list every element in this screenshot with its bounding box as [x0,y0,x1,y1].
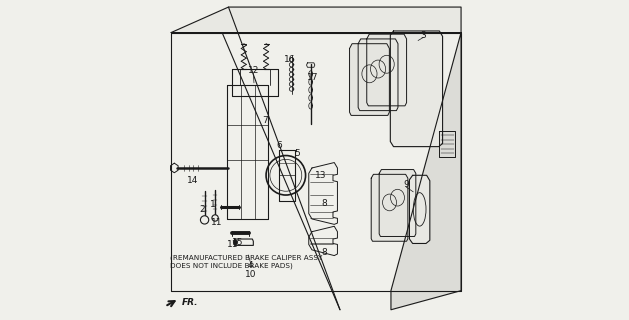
Text: 15: 15 [231,238,243,247]
Polygon shape [371,174,408,241]
Text: 13: 13 [314,171,326,180]
Polygon shape [171,33,461,291]
Text: 10: 10 [245,269,257,279]
Polygon shape [379,170,416,236]
Polygon shape [391,33,461,310]
Text: 6: 6 [276,141,282,150]
Text: 14: 14 [187,176,199,185]
Text: 11: 11 [226,240,238,249]
Polygon shape [350,44,389,116]
Text: DOES NOT INCLUDE BRAKE PADS): DOES NOT INCLUDE BRAKE PADS) [170,262,293,269]
Text: 9: 9 [403,180,409,189]
Polygon shape [440,131,455,157]
Polygon shape [391,31,443,147]
Text: 1: 1 [210,200,216,209]
Polygon shape [367,34,406,106]
Text: 3: 3 [421,31,426,40]
Text: 16: 16 [284,55,296,64]
Text: 12: 12 [248,66,259,75]
Polygon shape [171,7,461,33]
Polygon shape [358,39,398,111]
Circle shape [233,240,238,244]
Text: 4: 4 [248,261,253,270]
Circle shape [212,215,218,221]
Circle shape [201,216,209,224]
Text: 5: 5 [294,149,300,158]
Text: FR.: FR. [181,298,198,307]
Text: 11: 11 [211,218,223,227]
Text: 7: 7 [262,116,268,125]
Text: 8: 8 [322,198,328,207]
Text: 2: 2 [199,205,205,214]
Text: 17: 17 [306,73,318,82]
Text: 8: 8 [322,248,328,257]
Polygon shape [409,175,430,244]
Text: (REMANUFACTURED BRAKE CALIPER ASSY: (REMANUFACTURED BRAKE CALIPER ASSY [170,255,323,261]
